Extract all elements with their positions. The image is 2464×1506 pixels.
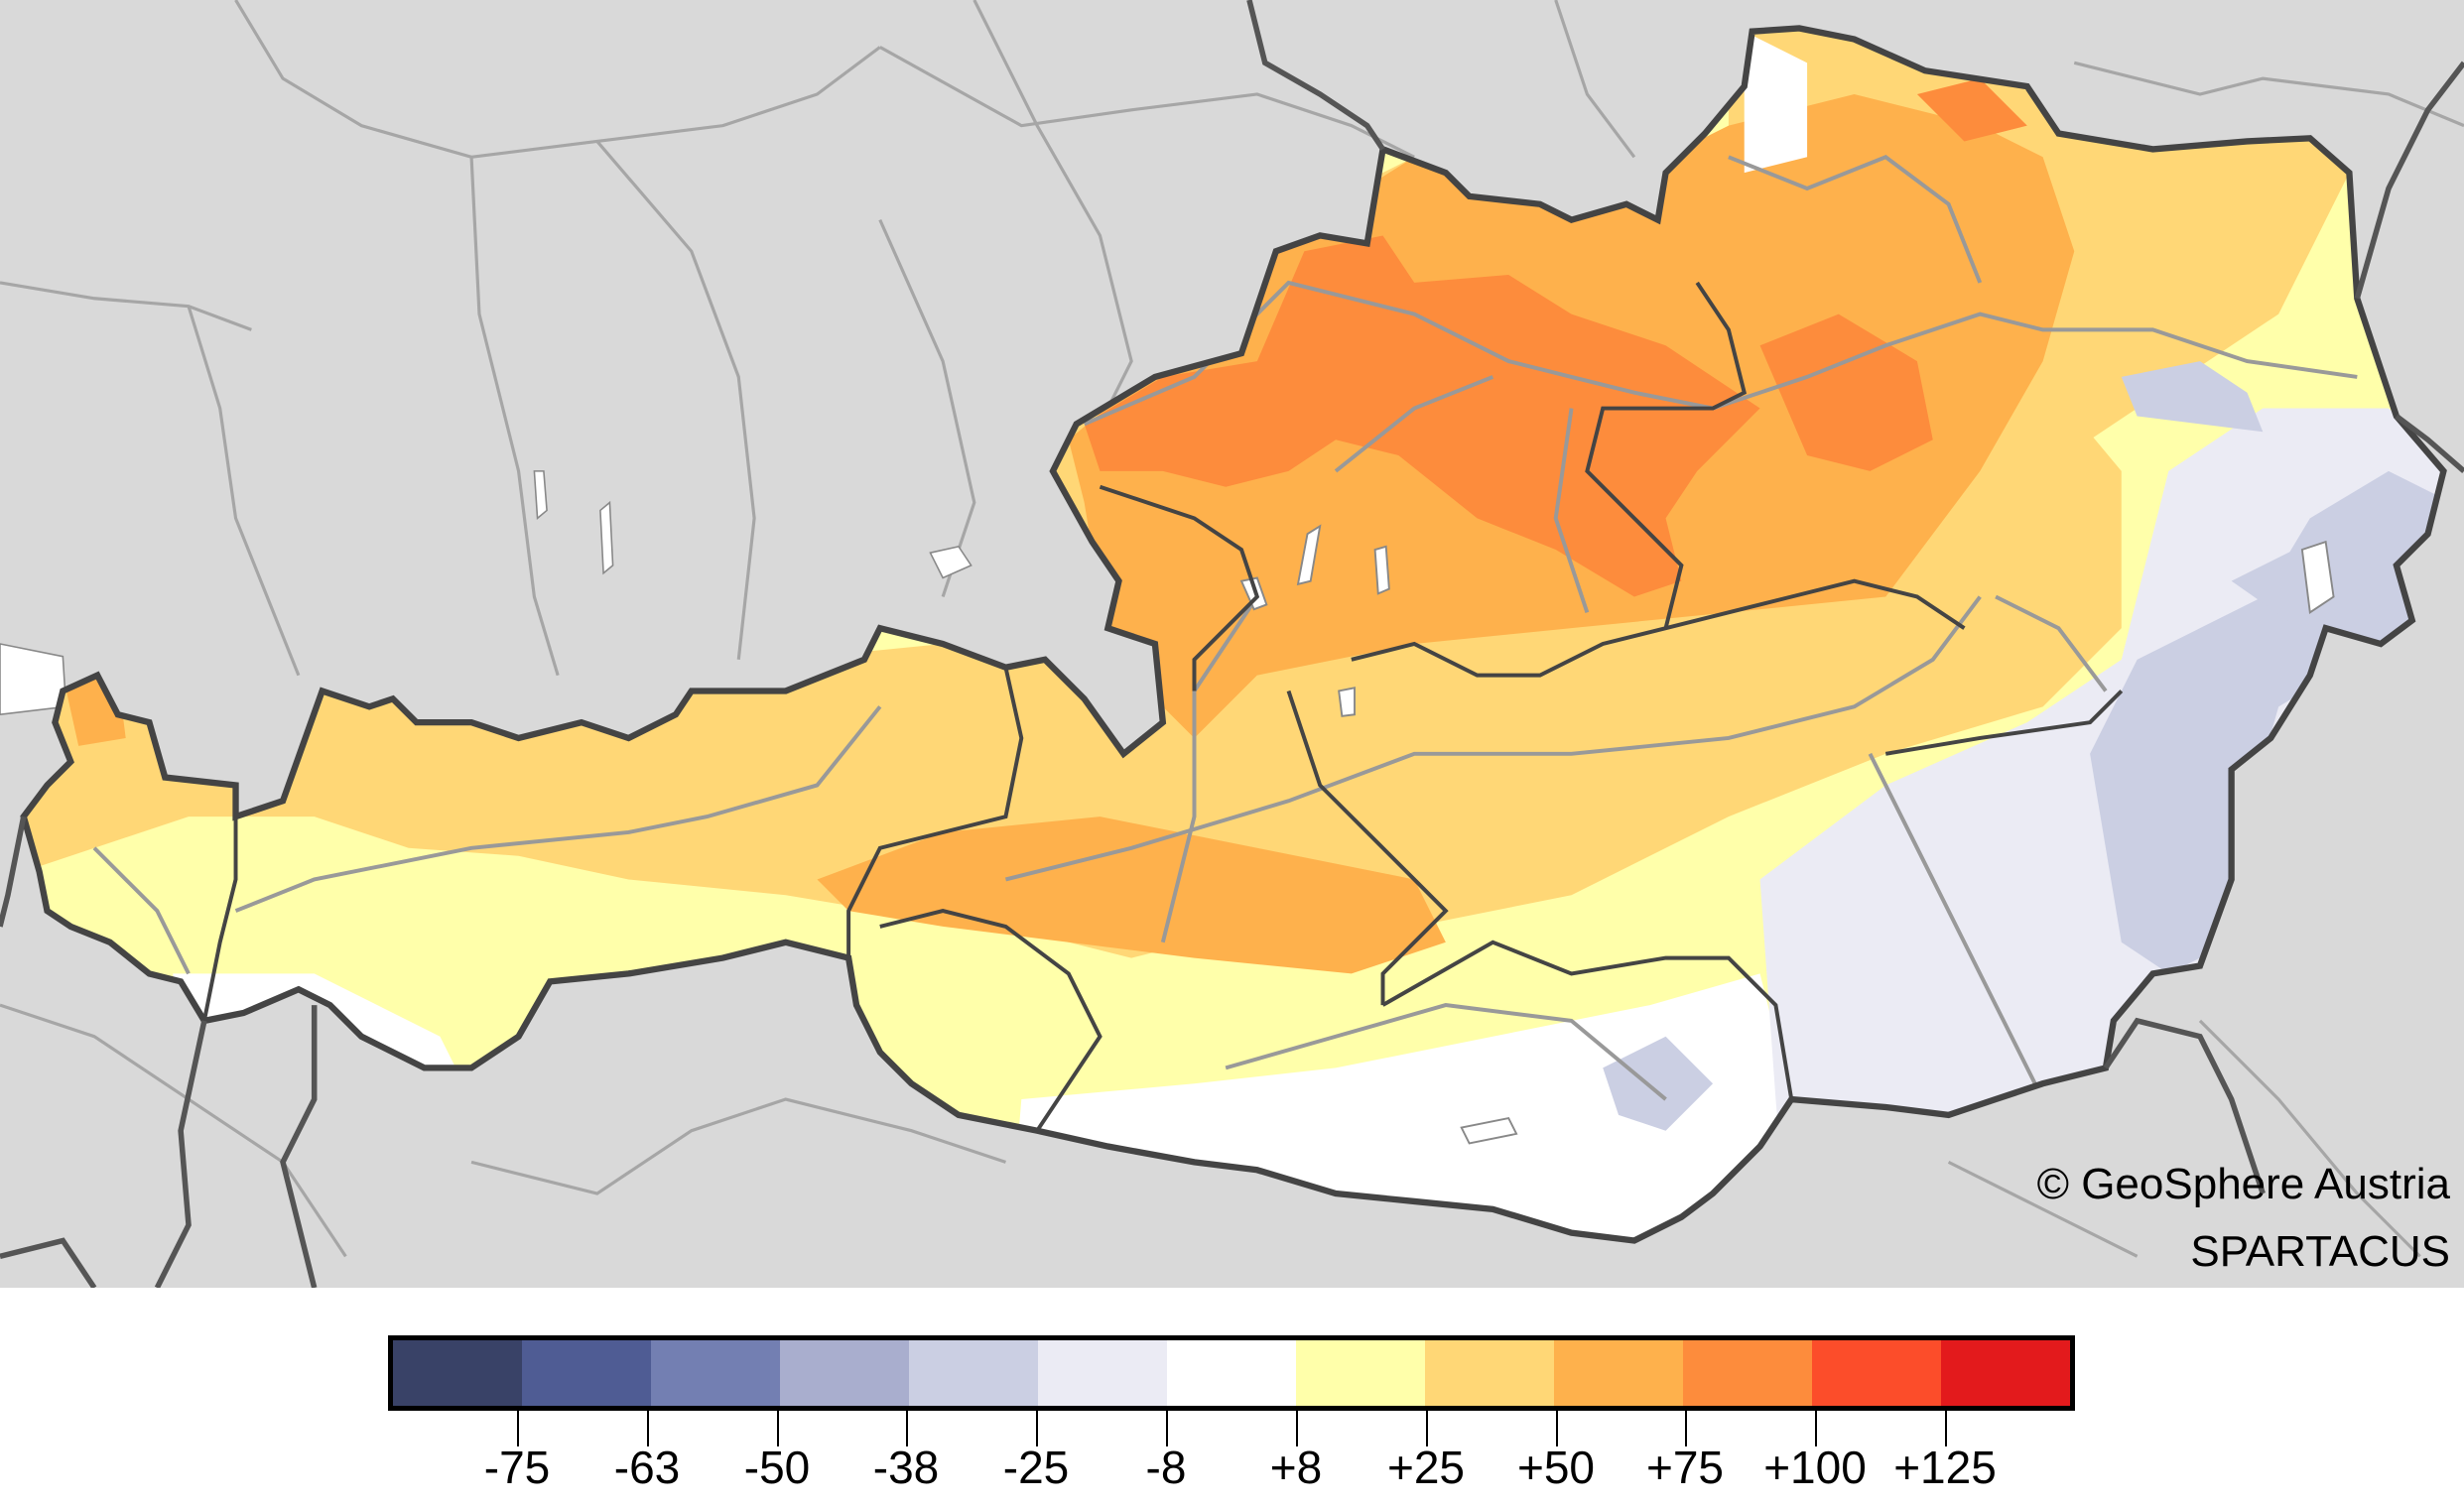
legend-swatch	[651, 1340, 780, 1406]
legend-tick-label: -25	[1002, 1442, 1070, 1493]
color-legend	[388, 1335, 2075, 1446]
legend-tick-label: -8	[1145, 1442, 1187, 1493]
legend-swatch	[780, 1340, 909, 1406]
legend-swatch	[1038, 1340, 1167, 1406]
legend-swatch	[909, 1340, 1038, 1406]
legend-swatch	[1554, 1340, 1683, 1406]
neighbor-rivers	[0, 0, 2464, 1258]
state-borders	[201, 281, 2124, 1132]
legend-tick	[647, 1411, 649, 1446]
legend-tick	[1815, 1411, 1817, 1446]
legend-swatch	[1812, 1340, 1941, 1406]
austria-map	[0, 0, 2464, 1288]
legend-swatch	[522, 1340, 651, 1406]
legend-tick-label: +8	[1269, 1442, 1323, 1493]
legend-swatch	[1425, 1340, 1554, 1406]
legend-tick	[906, 1411, 908, 1446]
legend-swatch	[1941, 1340, 2070, 1406]
legend-tick	[1166, 1411, 1168, 1446]
anomaly-field	[23, 28, 2444, 1241]
neighbor-borders	[0, 0, 2464, 1288]
legend-tick	[1036, 1411, 1038, 1446]
legend-colorbar	[388, 1335, 2075, 1411]
legend-tick-label: +75	[1645, 1442, 1725, 1493]
rivers	[92, 155, 2358, 1101]
legend-tick-label: -63	[613, 1442, 681, 1493]
map-panel: © GeoSphere Austria SPARTACUS	[0, 0, 2464, 1288]
legend-tick	[1556, 1411, 1558, 1446]
legend-swatch	[1296, 1340, 1425, 1406]
legend-swatch	[1683, 1340, 1812, 1406]
legend-tick-label: +125	[1893, 1442, 1997, 1493]
legend-swatch	[393, 1340, 522, 1406]
legend-tick-label: -50	[743, 1442, 811, 1493]
legend-tick-label: -38	[872, 1442, 940, 1493]
legend-tick-label: -75	[483, 1442, 551, 1493]
dataset-credit: SPARTACUS	[2190, 1227, 2450, 1276]
legend-tick	[1426, 1411, 1428, 1446]
legend-tick	[1685, 1411, 1687, 1446]
legend-tick	[1296, 1411, 1298, 1446]
legend-tick	[517, 1411, 519, 1446]
legend-tick-label: +50	[1516, 1442, 1596, 1493]
legend-swatch	[1167, 1340, 1296, 1406]
legend-tick-label: +25	[1386, 1442, 1466, 1493]
legend-tick-label: +100	[1763, 1442, 1867, 1493]
legend-tick	[777, 1411, 779, 1446]
legend-tick	[1945, 1411, 1947, 1446]
lakes	[1239, 524, 2335, 1145]
copyright-credit: © GeoSphere Austria	[2036, 1160, 2450, 1208]
